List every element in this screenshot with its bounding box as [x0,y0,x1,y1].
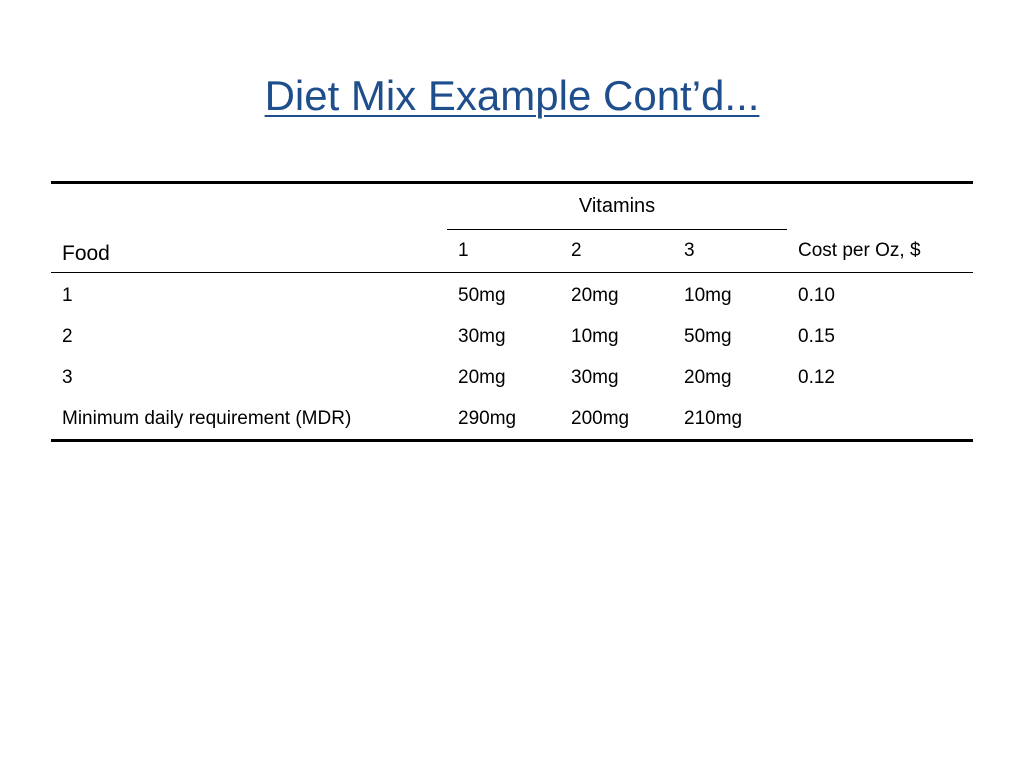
diet-mix-table: Food Vitamins Cost per Oz, $ 1 2 3 1 50m… [51,181,974,442]
food-cell: Minimum daily requirement (MDR) [62,407,352,429]
vitamin-2-header: 2 [560,229,673,273]
food-cell: 2 [62,325,73,347]
vitamin-1-cell: 50mg [458,284,506,306]
vitamin-3-cell: 50mg [684,325,732,347]
cost-column-header: Cost per Oz, $ [787,182,974,273]
table-subheader-row: 1 2 3 [51,229,974,273]
vitamin-1-cell: 30mg [458,325,506,347]
slide-title-link[interactable]: Diet Mix Example Cont’d... [264,72,760,119]
food-column-header: Food [51,182,447,273]
vitamins-group-header: Vitamins [447,182,788,230]
vitamin-1-cell: 290mg [458,407,517,429]
food-cell: 3 [62,366,73,388]
vitamin-1-cell: 20mg [458,366,506,388]
diet-mix-table-container: Food Vitamins Cost per Oz, $ 1 2 3 1 50m… [51,181,974,442]
vitamin-2-cell: 200mg [571,407,630,429]
cost-cell: 0.12 [798,366,835,388]
table-row: 3 20mg 30mg 20mg 0.12 [51,357,973,398]
cost-cell: 0.15 [798,325,835,347]
cost-cell [787,398,973,441]
vitamin-3-cell: 20mg [684,366,732,388]
table-group-header-row: Food Vitamins Cost per Oz, $ [51,182,974,273]
vitamin-1-header: 1 [447,229,560,273]
vitamin-2-cell: 30mg [571,366,619,388]
food-cell: 1 [62,284,73,306]
vitamin-2-cell: 20mg [571,284,619,306]
table-row: 1 50mg 20mg 10mg 0.10 [51,273,973,317]
vitamin-3-cell: 210mg [684,407,743,429]
cost-cell: 0.10 [798,284,835,306]
table-row-mdr: Minimum daily requirement (MDR) 290mg 20… [51,398,974,441]
vitamin-2-cell: 10mg [571,325,619,347]
table-row: 2 30mg 10mg 50mg 0.15 [51,316,973,357]
vitamin-3-cell: 10mg [684,284,732,306]
vitamin-3-header: 3 [673,229,788,273]
